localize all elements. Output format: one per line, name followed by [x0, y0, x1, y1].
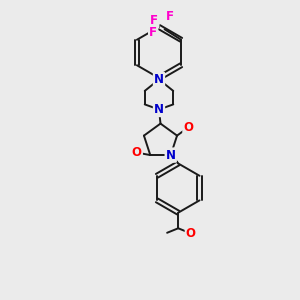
Text: N: N: [154, 103, 164, 116]
Text: F: F: [149, 26, 157, 39]
Text: F: F: [166, 10, 174, 23]
Text: N: N: [154, 73, 164, 86]
Text: O: O: [186, 227, 196, 240]
Text: O: O: [132, 146, 142, 159]
Text: F: F: [150, 14, 158, 27]
Text: O: O: [183, 121, 194, 134]
Text: N: N: [166, 148, 176, 162]
